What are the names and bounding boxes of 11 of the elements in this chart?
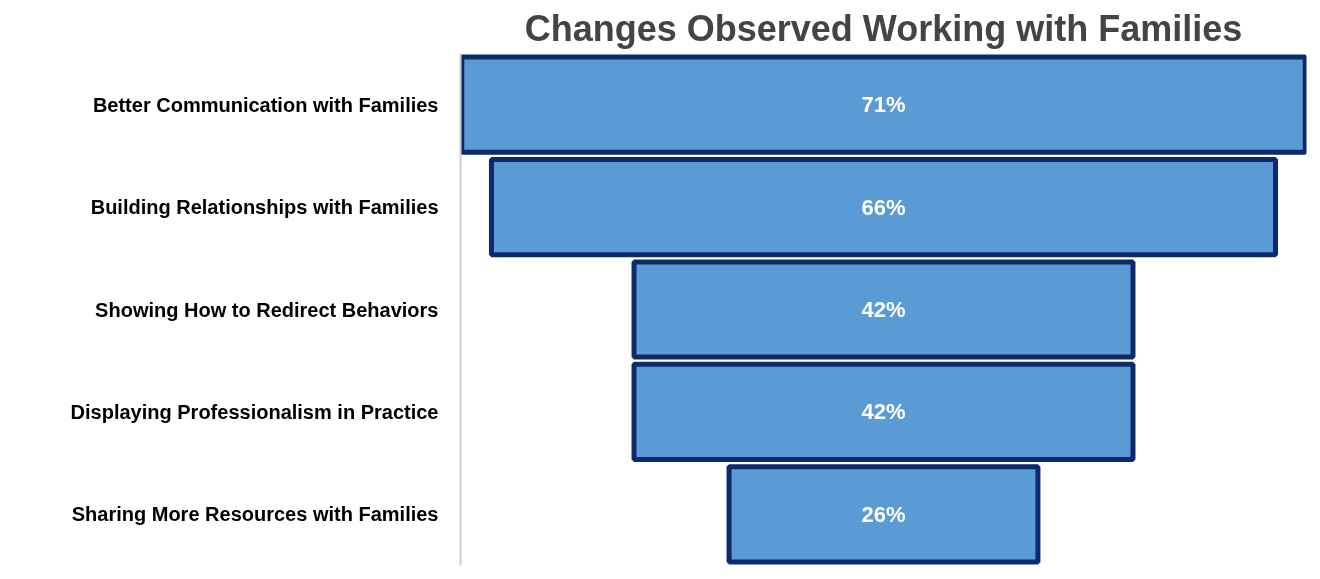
- category-label: Better Communication with Families: [92, 93, 439, 116]
- data-label: 26%: [861, 501, 906, 527]
- category-label: Showing How to Redirect Behaviors: [95, 298, 439, 321]
- data-label: 42%: [861, 399, 906, 425]
- category-label: Building Relationships with Families: [90, 196, 439, 219]
- data-label: 66%: [861, 194, 906, 220]
- data-label: 71%: [861, 92, 906, 118]
- data-label: 42%: [861, 297, 906, 322]
- category-label: Sharing More Resources with Families: [71, 503, 439, 526]
- text: Changes Observed Working with Families: [524, 7, 1243, 49]
- category-label: Displaying Professionalism in Practice: [70, 400, 439, 423]
